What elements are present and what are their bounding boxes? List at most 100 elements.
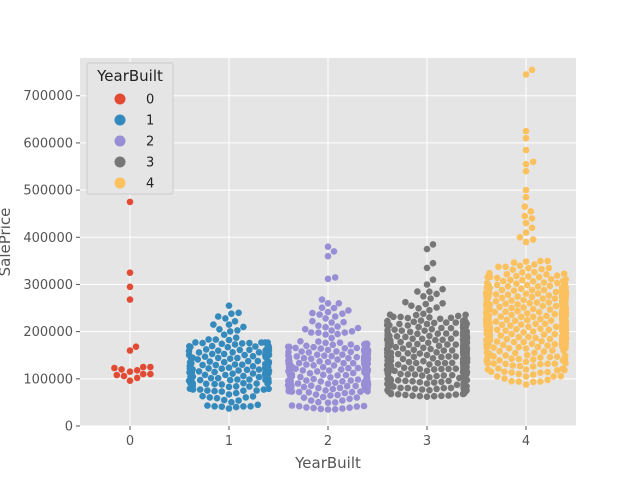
point-3	[404, 314, 412, 322]
y-tick-label: 300000	[23, 278, 73, 293]
point-4	[523, 316, 531, 324]
point-4	[546, 282, 554, 290]
point-1	[201, 371, 209, 379]
point-3	[452, 330, 460, 337]
point-4	[540, 348, 548, 355]
point-2	[305, 349, 313, 356]
point-4	[535, 273, 543, 281]
point-3	[435, 342, 443, 350]
point-4	[504, 283, 512, 290]
point-2	[348, 328, 356, 335]
point-3	[454, 312, 462, 320]
point-4	[511, 349, 519, 357]
point-3	[415, 323, 422, 331]
point-4	[495, 263, 502, 271]
point-4	[504, 291, 512, 299]
point-1	[254, 401, 262, 409]
point-4	[502, 300, 509, 308]
point-4	[520, 329, 527, 336]
point-2	[319, 393, 327, 401]
point-1	[214, 354, 222, 362]
point-4	[528, 293, 536, 301]
point-4	[538, 265, 545, 273]
point-4	[551, 330, 559, 338]
point-1	[235, 397, 242, 404]
point-4	[507, 276, 514, 284]
point-2	[310, 404, 317, 412]
point-2	[327, 392, 334, 399]
point-4	[505, 345, 513, 352]
point-4	[560, 270, 568, 278]
point-1	[199, 339, 206, 347]
point-3	[394, 350, 402, 358]
point-4	[541, 320, 549, 328]
point-4	[551, 360, 559, 368]
x-axis-label: YearBuilt	[294, 454, 361, 472]
point-2	[303, 377, 310, 384]
point-3	[461, 316, 469, 324]
point-3	[423, 245, 431, 253]
point-4	[526, 299, 533, 307]
point-2	[345, 354, 352, 362]
point-1	[194, 356, 202, 363]
point-2	[309, 309, 316, 317]
point-3	[438, 353, 445, 361]
point-4	[493, 281, 501, 289]
point-4	[528, 340, 536, 348]
point-2	[328, 352, 335, 360]
point-1	[249, 352, 257, 360]
point-2	[288, 402, 296, 409]
point-4	[522, 186, 530, 194]
point-4	[522, 167, 530, 175]
point-2	[315, 322, 322, 330]
point-3	[412, 359, 420, 367]
point-4	[544, 257, 551, 265]
point-3	[404, 384, 412, 392]
point-4	[527, 208, 535, 215]
point-4	[495, 365, 502, 372]
point-4	[522, 290, 530, 298]
point-1	[211, 387, 218, 395]
point-3	[406, 328, 414, 336]
point-1	[265, 385, 273, 393]
point-4	[531, 268, 538, 276]
point-1	[247, 403, 254, 410]
point-2	[310, 343, 317, 351]
point-2	[324, 243, 332, 250]
point-4	[522, 358, 530, 366]
point-0	[139, 370, 147, 378]
point-1	[224, 343, 232, 351]
point-4	[522, 229, 530, 236]
point-4	[528, 66, 536, 74]
point-2	[300, 354, 308, 362]
point-2	[324, 275, 332, 283]
point-4	[551, 341, 559, 348]
point-2	[334, 391, 341, 399]
y-tick-label: 700000	[23, 89, 73, 104]
point-3	[462, 311, 469, 319]
point-2	[297, 373, 304, 381]
point-4	[502, 308, 509, 316]
legend-marker-1	[114, 114, 126, 126]
point-3	[423, 380, 431, 387]
point-4	[543, 312, 550, 320]
point-3	[391, 326, 398, 334]
point-4	[499, 277, 507, 285]
point-4	[515, 355, 523, 363]
point-2	[339, 378, 346, 385]
point-0	[126, 198, 134, 206]
point-2	[303, 404, 310, 411]
point-3	[434, 359, 442, 367]
point-2	[354, 324, 362, 332]
point-2	[299, 367, 307, 374]
point-2	[316, 358, 323, 365]
point-4	[522, 345, 530, 352]
point-4	[509, 266, 517, 274]
point-3	[399, 355, 407, 363]
point-1	[255, 373, 263, 381]
point-4	[540, 331, 548, 338]
point-4	[503, 316, 511, 324]
point-4	[520, 338, 527, 346]
point-3	[445, 392, 452, 399]
point-4	[521, 212, 529, 220]
